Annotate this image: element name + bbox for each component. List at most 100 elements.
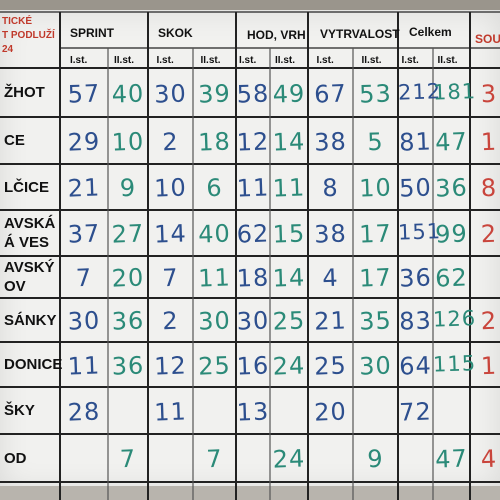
score-cell: 5 [366,127,385,156]
results-poster [0,10,500,490]
score-cell: 29 [67,126,101,157]
score-cell: 181 [432,78,477,105]
score-cell: 24 [272,350,306,381]
score-cell: 28 [67,396,101,427]
team-name: OD [4,449,27,467]
subheader-ii-st: II.st. [437,55,458,66]
score-cell: 9 [119,173,137,203]
team-name: AVSKÝ [4,259,55,276]
score-cell: 21 [313,306,348,336]
team-name: ŽHOT [4,84,45,101]
score-cell: 81 [398,126,433,157]
score-cell: 36 [398,263,433,293]
score-cell: 115 [432,350,477,377]
sum-cell-partial: 1 [480,127,498,156]
score-cell: 72 [398,396,433,427]
header-soucet: SOU [475,32,500,46]
score-cell: 16 [236,350,270,381]
score-cell: 11 [67,350,101,381]
score-cell: 12 [236,126,270,157]
score-cell: 9 [366,444,385,474]
header-skok: SKOK [158,26,193,40]
subheader-ii-st: II.st. [200,55,221,66]
score-cell: 40 [111,78,145,109]
score-cell: 40 [197,219,232,249]
score-cell: 50 [398,173,433,203]
score-cell: 27 [111,219,145,249]
team-name: DONICE [4,356,63,373]
score-cell: 25 [197,350,232,381]
score-cell: 11 [236,173,270,203]
score-cell: 14 [272,126,306,157]
wall-bottom [0,486,500,500]
score-cell: 53 [358,78,393,109]
team-name: ŠKY [4,402,35,419]
header-celkem: Celkem [409,25,452,39]
score-cell: 18 [236,263,270,293]
score-cell: 7 [205,444,224,474]
score-cell: 36 [111,306,145,336]
score-cell: 30 [153,78,188,109]
sum-cell-partial: 8 [480,173,498,203]
score-cell: 25 [313,350,348,381]
score-cell: 13 [236,396,270,427]
score-cell: 35 [358,306,393,336]
score-cell: 2 [161,306,180,336]
subheader-ii-st: II.st. [275,55,296,66]
score-cell: 17 [358,219,393,249]
subheader-i-st: I.st. [156,55,174,66]
score-cell: 37 [67,219,101,249]
score-cell: 24 [272,444,306,474]
subheader-i-st: I.st. [70,55,88,66]
score-cell: 7 [161,263,180,293]
score-cell: 38 [313,219,348,249]
subheader-ii-st: II.st. [114,55,135,66]
team-name: SÁNKY [4,311,57,329]
score-cell: 47 [434,444,469,474]
score-cell: 25 [272,306,306,336]
score-cell: 212 [397,78,442,105]
score-cell: 20 [313,396,348,427]
score-cell: 14 [272,263,306,293]
team-name: Á VES [4,234,50,251]
team-name: LČICE [4,178,49,196]
score-cell: 2 [161,127,180,156]
score-cell: 18 [197,126,232,157]
subheader-i-st: I.st. [316,55,334,66]
score-cell: 20 [111,263,145,293]
team-name: AVSKÁ [4,215,56,232]
score-cell: 7 [119,444,137,474]
score-cell: 64 [398,350,433,381]
score-cell: 39 [197,78,232,109]
score-cell: 36 [434,173,469,203]
score-cell: 47 [434,126,469,157]
score-cell: 17 [358,263,393,293]
subheader-i-st: I.st. [401,55,419,66]
score-cell: 49 [272,78,306,109]
score-cell: 4 [321,263,340,293]
score-cell: 10 [358,173,393,203]
sum-cell-partial: 4 [480,444,498,474]
score-cell: 8 [321,173,340,203]
subheader-i-st: I.st. [239,55,257,66]
sum-cell-partial: 3 [480,79,498,108]
score-cell: 67 [313,78,348,109]
score-cell: 15 [272,219,306,249]
score-cell: 126 [432,306,477,332]
score-cell: 30 [358,350,393,381]
score-cell: 11 [272,173,306,203]
score-cell: 6 [205,173,224,203]
score-cell: 99 [434,219,469,249]
score-cell: 62 [236,219,270,249]
score-cell: 11 [197,263,232,293]
header-vytrvalost: VYTRVALOST [320,27,400,41]
score-cell: 14 [153,219,188,249]
team-name: CE [4,132,25,149]
score-cell: 38 [313,126,348,157]
score-cell: 30 [67,306,101,336]
header-hod-vrh: HOD, VRH [247,28,306,42]
score-cell: 11 [153,396,188,427]
poster-title-line-3: 24 [2,44,14,55]
score-cell: 30 [236,306,270,336]
